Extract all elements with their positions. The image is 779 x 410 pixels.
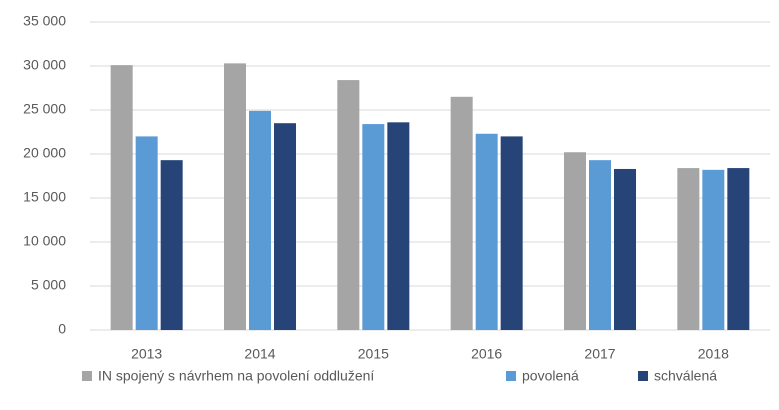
legend-label: povolená: [522, 368, 579, 384]
y-tick-label: 30 000: [23, 57, 66, 73]
x-tick-label: 2013: [131, 346, 162, 362]
x-tick-label: 2017: [584, 346, 615, 362]
x-tick-label: 2018: [698, 346, 729, 362]
y-tick-label: 20 000: [23, 145, 66, 161]
bar: [110, 65, 133, 331]
bar: [677, 168, 700, 330]
bar: [274, 123, 296, 330]
bar: [564, 152, 586, 330]
y-tick-label: 25 000: [23, 101, 66, 117]
x-tick-label: 2016: [471, 346, 502, 362]
y-tick-label: 0: [58, 321, 66, 337]
legend-swatch: [638, 371, 648, 381]
legend-swatch: [506, 371, 516, 381]
bar: [589, 160, 611, 330]
bar: [224, 63, 246, 331]
bar: [362, 124, 385, 330]
y-tick-label: 10 000: [23, 233, 66, 249]
bar: [702, 169, 725, 330]
bar: [614, 168, 636, 330]
bar: [450, 96, 473, 330]
x-tick-label: 2015: [358, 346, 389, 362]
y-tick-label: 5 000: [31, 277, 66, 293]
legend-swatch: [82, 371, 92, 381]
y-tick-label: 35 000: [23, 13, 66, 29]
y-tick-label: 15 000: [23, 189, 66, 205]
bar: [160, 160, 183, 330]
legend-label: IN spojený s návrhem na povolení oddluže…: [98, 368, 374, 384]
bar: [475, 133, 498, 330]
bar: [337, 80, 360, 330]
bar: [727, 168, 750, 330]
bar: [249, 110, 271, 330]
bar: [135, 136, 158, 330]
bar: [500, 136, 523, 330]
bar: [387, 122, 410, 330]
x-tick-label: 2014: [244, 346, 275, 362]
legend-label: schválená: [654, 368, 717, 384]
